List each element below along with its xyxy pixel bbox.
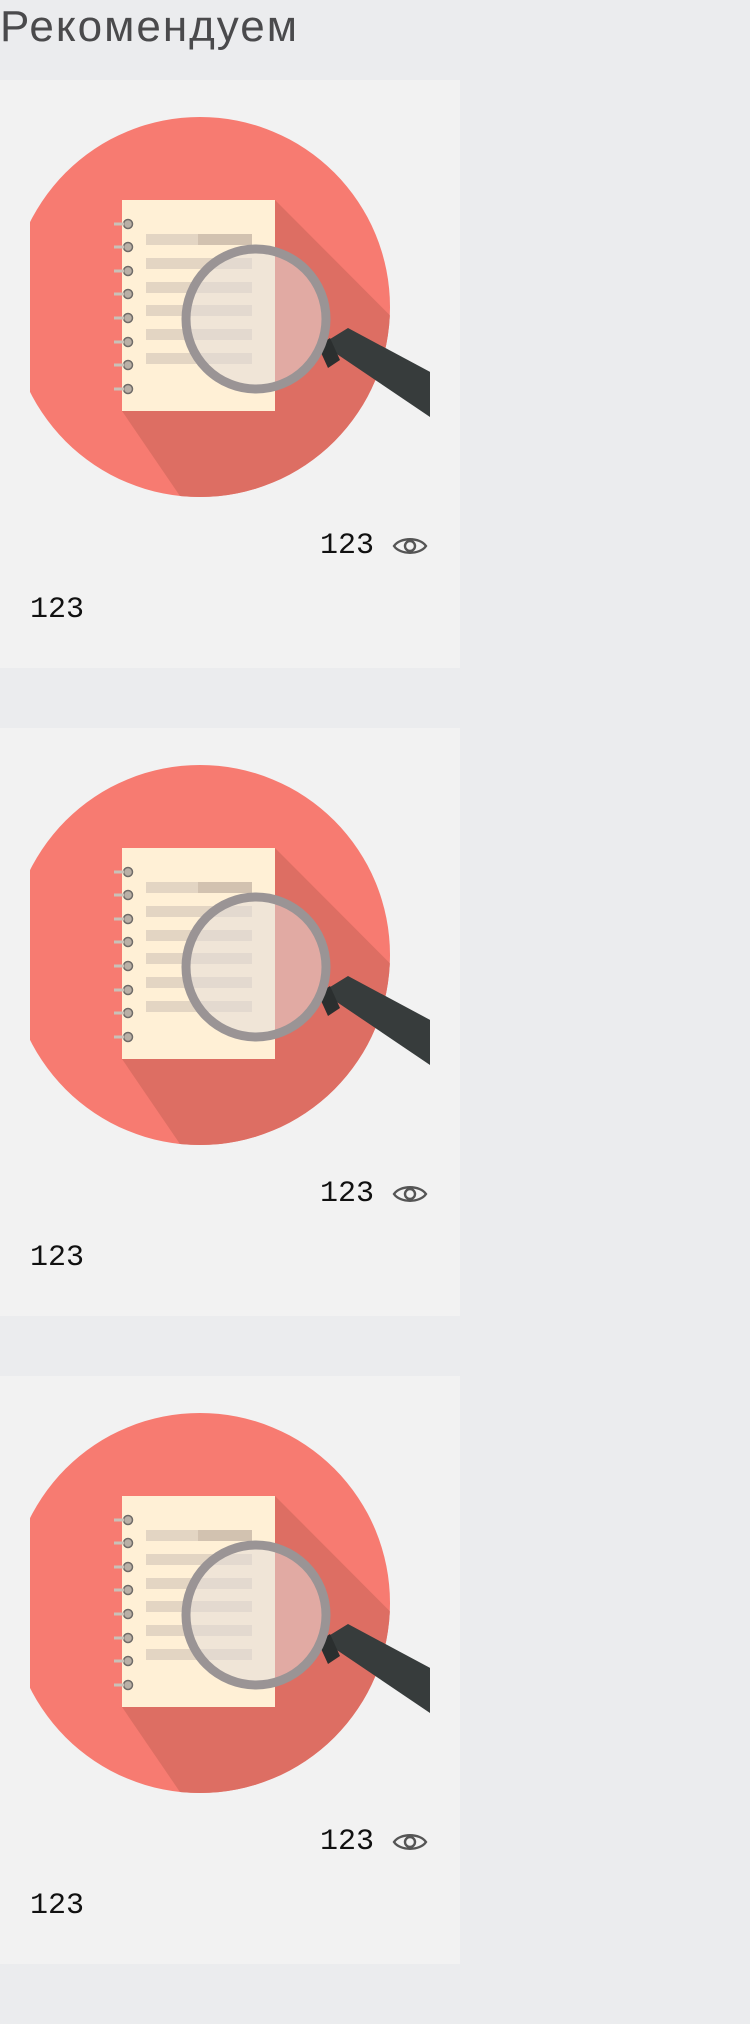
views-count: 123 [319,1177,374,1211]
recommended-list: 123 123 [0,80,460,2024]
card-title: 123 [30,1241,85,1275]
views-count: 123 [319,1825,374,1859]
eye-icon [392,1186,428,1202]
section-title: Рекомендуем [0,2,300,51]
recommended-card-2[interactable]: 123 123 [0,728,460,1316]
card-title: 123 [30,1889,85,1923]
views-counter: 123 [320,1822,428,1862]
eye-icon [392,1834,428,1850]
views-counter: 123 [320,526,428,566]
card-title: 123 [30,593,85,627]
views-count: 123 [319,529,374,563]
recommended-card-1[interactable]: 123 123 [0,80,460,668]
notebook-magnifier-icon [30,1413,430,1793]
notebook-magnifier-icon [30,765,430,1145]
notebook-magnifier-icon [30,117,430,497]
recommended-card-3[interactable]: 123 123 [0,1376,460,1964]
eye-icon [392,538,428,554]
views-counter: 123 [320,1174,428,1214]
